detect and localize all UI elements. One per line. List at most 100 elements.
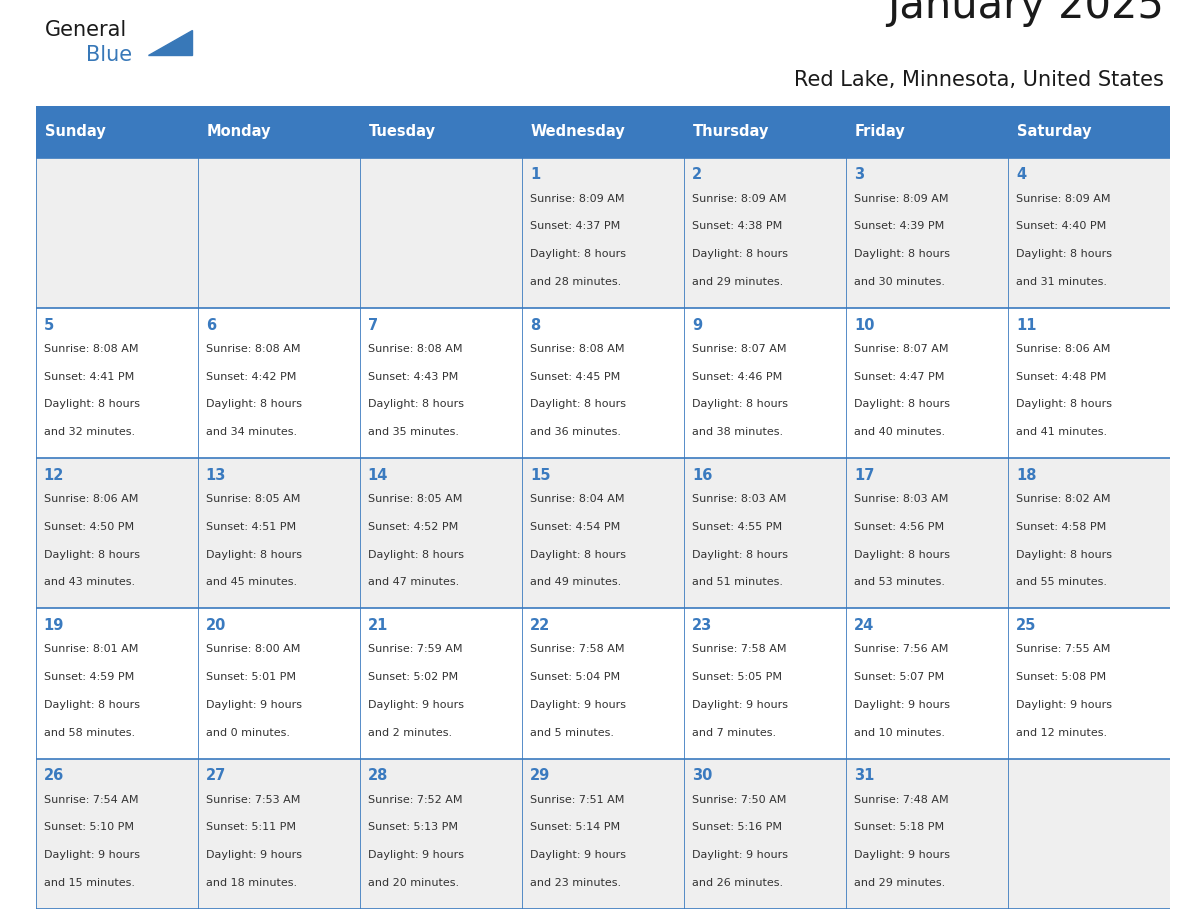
Bar	[522, 458, 684, 609]
Text: 22: 22	[530, 618, 550, 633]
Text: Sunset: 5:10 PM: Sunset: 5:10 PM	[44, 823, 133, 833]
Text: Sunrise: 8:06 AM: Sunrise: 8:06 AM	[1016, 344, 1111, 354]
Text: Sunset: 4:54 PM: Sunset: 4:54 PM	[530, 522, 620, 532]
Bar	[522, 609, 684, 758]
Text: and 2 minutes.: and 2 minutes.	[368, 728, 451, 738]
Text: Sunrise: 7:54 AM: Sunrise: 7:54 AM	[44, 795, 138, 804]
Bar	[197, 758, 360, 909]
Text: 2: 2	[691, 167, 702, 183]
Text: 3: 3	[854, 167, 864, 183]
Text: Daylight: 9 hours: Daylight: 9 hours	[44, 850, 139, 860]
Text: 18: 18	[1016, 468, 1037, 483]
Text: 31: 31	[854, 768, 874, 783]
Text: 11: 11	[1016, 318, 1037, 332]
Text: Sunset: 5:11 PM: Sunset: 5:11 PM	[206, 823, 296, 833]
Text: and 55 minutes.: and 55 minutes.	[1016, 577, 1107, 588]
Text: Daylight: 9 hours: Daylight: 9 hours	[691, 850, 788, 860]
Text: Sunrise: 7:58 AM: Sunrise: 7:58 AM	[691, 644, 786, 655]
Text: Sunset: 5:14 PM: Sunset: 5:14 PM	[530, 823, 620, 833]
Bar	[846, 106, 1009, 158]
Text: Daylight: 8 hours: Daylight: 8 hours	[368, 550, 463, 560]
Text: Daylight: 9 hours: Daylight: 9 hours	[368, 700, 463, 710]
Text: Sunset: 4:48 PM: Sunset: 4:48 PM	[1016, 372, 1106, 382]
Text: Sunset: 5:01 PM: Sunset: 5:01 PM	[206, 672, 296, 682]
Bar	[1009, 758, 1170, 909]
Text: Daylight: 9 hours: Daylight: 9 hours	[368, 850, 463, 860]
Text: 24: 24	[854, 618, 874, 633]
Bar	[684, 758, 846, 909]
Text: Sunrise: 7:58 AM: Sunrise: 7:58 AM	[530, 644, 625, 655]
Text: Daylight: 8 hours: Daylight: 8 hours	[854, 250, 950, 259]
Text: Sunset: 5:18 PM: Sunset: 5:18 PM	[854, 823, 944, 833]
Text: 17: 17	[854, 468, 874, 483]
Text: Sunset: 4:59 PM: Sunset: 4:59 PM	[44, 672, 134, 682]
Text: 26: 26	[44, 768, 64, 783]
Bar	[684, 458, 846, 609]
Text: Sunrise: 7:59 AM: Sunrise: 7:59 AM	[368, 644, 462, 655]
Text: Sunset: 5:05 PM: Sunset: 5:05 PM	[691, 672, 782, 682]
Text: Sunrise: 8:09 AM: Sunrise: 8:09 AM	[530, 194, 625, 204]
Text: Daylight: 8 hours: Daylight: 8 hours	[1016, 250, 1112, 259]
Text: Wednesday: Wednesday	[531, 124, 626, 140]
Text: Sunrise: 8:05 AM: Sunrise: 8:05 AM	[206, 494, 301, 504]
Bar	[360, 458, 522, 609]
Text: and 18 minutes.: and 18 minutes.	[206, 878, 297, 888]
Text: and 30 minutes.: and 30 minutes.	[854, 277, 944, 287]
Text: Saturday: Saturday	[1017, 124, 1092, 140]
Text: and 53 minutes.: and 53 minutes.	[854, 577, 944, 588]
Text: Friday: Friday	[855, 124, 906, 140]
Text: Daylight: 8 hours: Daylight: 8 hours	[691, 399, 788, 409]
Bar	[197, 308, 360, 458]
Polygon shape	[147, 30, 192, 55]
Text: Red Lake, Minnesota, United States: Red Lake, Minnesota, United States	[795, 71, 1164, 90]
Bar	[36, 758, 197, 909]
Text: Sunset: 4:46 PM: Sunset: 4:46 PM	[691, 372, 782, 382]
Text: Sunrise: 7:53 AM: Sunrise: 7:53 AM	[206, 795, 301, 804]
Bar	[1009, 106, 1170, 158]
Text: Sunrise: 7:48 AM: Sunrise: 7:48 AM	[854, 795, 948, 804]
Text: Sunset: 5:04 PM: Sunset: 5:04 PM	[530, 672, 620, 682]
Bar	[522, 308, 684, 458]
Text: Sunrise: 8:09 AM: Sunrise: 8:09 AM	[1016, 194, 1111, 204]
Bar	[36, 308, 197, 458]
Text: Sunset: 4:39 PM: Sunset: 4:39 PM	[854, 221, 944, 231]
Bar	[360, 758, 522, 909]
Text: Daylight: 8 hours: Daylight: 8 hours	[854, 550, 950, 560]
Text: Sunrise: 8:06 AM: Sunrise: 8:06 AM	[44, 494, 138, 504]
Text: Daylight: 8 hours: Daylight: 8 hours	[691, 550, 788, 560]
Text: Sunrise: 8:04 AM: Sunrise: 8:04 AM	[530, 494, 625, 504]
Bar	[846, 308, 1009, 458]
Text: Daylight: 8 hours: Daylight: 8 hours	[206, 399, 302, 409]
Text: Daylight: 8 hours: Daylight: 8 hours	[1016, 399, 1112, 409]
Text: Sunset: 4:51 PM: Sunset: 4:51 PM	[206, 522, 296, 532]
Text: Sunrise: 7:56 AM: Sunrise: 7:56 AM	[854, 644, 948, 655]
Text: Daylight: 8 hours: Daylight: 8 hours	[691, 250, 788, 259]
Text: Daylight: 8 hours: Daylight: 8 hours	[1016, 550, 1112, 560]
Text: 20: 20	[206, 618, 226, 633]
Text: Daylight: 9 hours: Daylight: 9 hours	[530, 850, 626, 860]
Bar	[846, 458, 1009, 609]
Bar	[522, 106, 684, 158]
Text: Thursday: Thursday	[693, 124, 770, 140]
Text: Daylight: 8 hours: Daylight: 8 hours	[44, 700, 139, 710]
Text: 12: 12	[44, 468, 64, 483]
Bar	[684, 158, 846, 308]
Text: 10: 10	[854, 318, 874, 332]
Text: Sunset: 4:47 PM: Sunset: 4:47 PM	[854, 372, 944, 382]
Text: Sunrise: 8:03 AM: Sunrise: 8:03 AM	[854, 494, 948, 504]
Text: Blue: Blue	[86, 45, 132, 65]
Text: 9: 9	[691, 318, 702, 332]
Text: Daylight: 8 hours: Daylight: 8 hours	[44, 550, 139, 560]
Text: and 58 minutes.: and 58 minutes.	[44, 728, 134, 738]
Bar	[846, 158, 1009, 308]
Text: 16: 16	[691, 468, 713, 483]
Text: Daylight: 8 hours: Daylight: 8 hours	[530, 550, 626, 560]
Bar	[36, 158, 197, 308]
Text: Sunrise: 8:00 AM: Sunrise: 8:00 AM	[206, 644, 301, 655]
Text: 28: 28	[368, 768, 388, 783]
Text: January 2025: January 2025	[887, 0, 1164, 27]
Text: and 41 minutes.: and 41 minutes.	[1016, 427, 1107, 437]
Bar	[197, 609, 360, 758]
Text: Sunset: 4:42 PM: Sunset: 4:42 PM	[206, 372, 296, 382]
Bar	[36, 106, 197, 158]
